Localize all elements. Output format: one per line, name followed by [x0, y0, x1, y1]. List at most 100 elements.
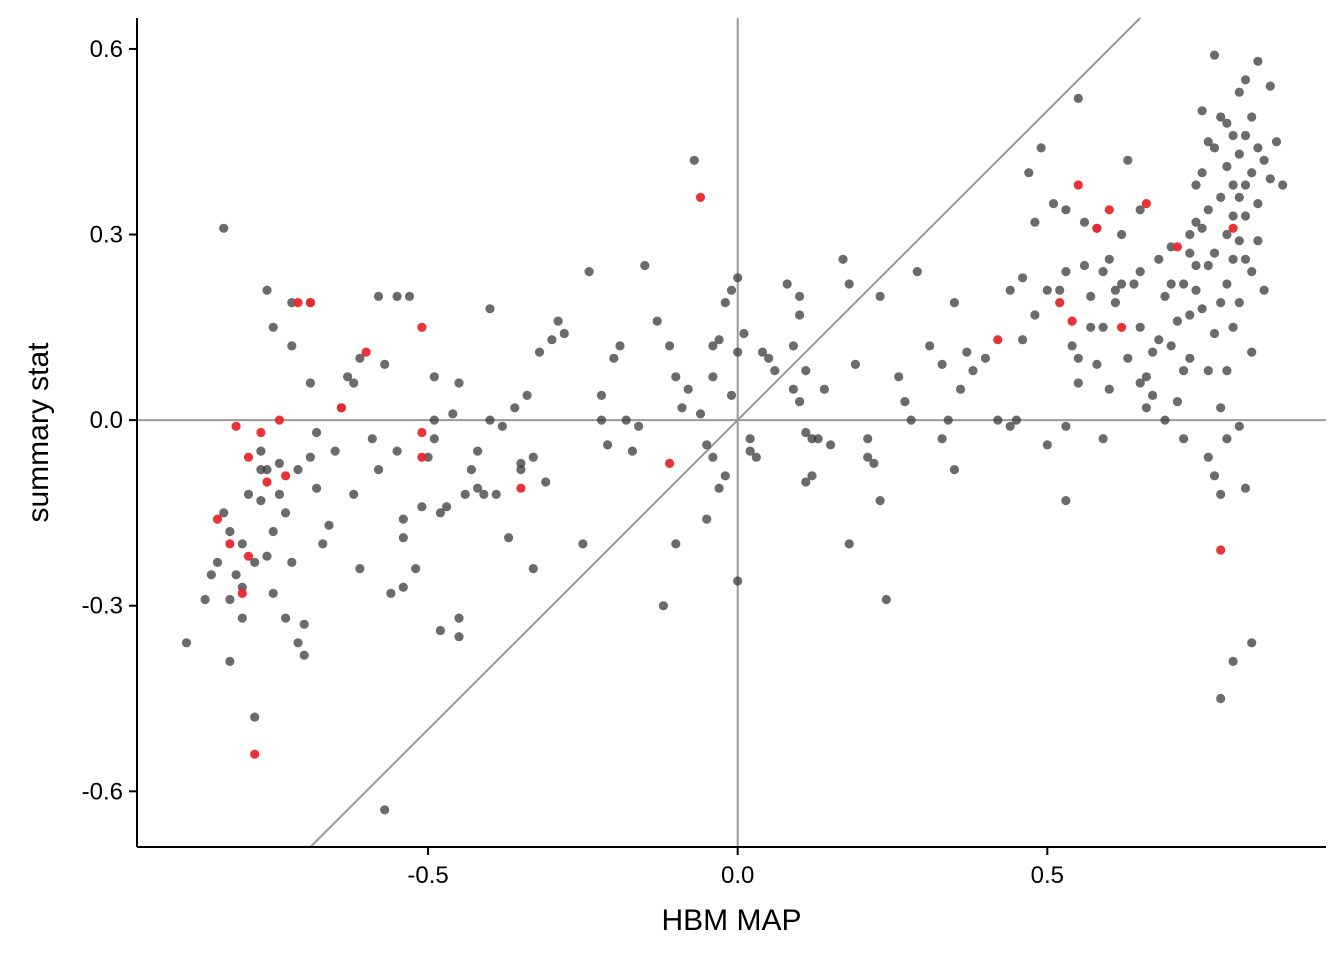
data-point [863, 452, 873, 462]
data-point [522, 390, 532, 400]
data-point [330, 446, 340, 456]
data-point [1209, 471, 1220, 481]
data-point [671, 372, 681, 382]
data-point [268, 526, 278, 537]
data-point [367, 434, 377, 444]
data-point [1191, 217, 1201, 227]
data-point [510, 403, 520, 413]
data-point [380, 805, 390, 815]
data-point [708, 372, 718, 382]
data-point [1098, 322, 1108, 332]
data-point [603, 440, 613, 450]
data-point [621, 415, 631, 425]
data-point [281, 613, 291, 623]
data-point [1117, 279, 1127, 289]
data-point [956, 384, 966, 394]
data-point [250, 712, 260, 722]
y-axis-title: summary stat [22, 342, 55, 523]
data-point [1005, 421, 1015, 431]
data-point [937, 359, 947, 369]
data-point [1222, 434, 1232, 444]
data-point [274, 489, 284, 499]
data-point [726, 390, 737, 400]
data-point [318, 539, 328, 549]
data-point [343, 372, 353, 382]
data-point [1240, 483, 1251, 493]
data-point [1166, 279, 1176, 289]
data-point [1148, 390, 1158, 400]
data-point [720, 471, 730, 481]
data-point [764, 353, 774, 363]
x-tick-label: 0.5 [1031, 862, 1064, 889]
data-point [949, 465, 960, 475]
data-point [1166, 341, 1176, 351]
data-point [460, 489, 470, 499]
data-point [863, 434, 873, 444]
data-point [1247, 638, 1257, 648]
data-point [844, 539, 854, 549]
data-point [287, 341, 297, 351]
data-point [1247, 347, 1257, 357]
data-point [281, 508, 291, 518]
data-point [373, 465, 384, 475]
data-point [714, 335, 724, 345]
data-point [844, 279, 854, 289]
data-point [850, 359, 861, 369]
data-point [708, 452, 718, 462]
data-point [1216, 112, 1226, 122]
data-point [708, 341, 718, 351]
data-point [355, 353, 365, 363]
data-point [231, 570, 241, 580]
data-point [559, 328, 569, 339]
data-point [1228, 322, 1238, 332]
data-point [1234, 192, 1244, 202]
data-point [547, 335, 557, 345]
data-point [1086, 322, 1096, 332]
data-point [398, 514, 408, 524]
data-point [881, 594, 891, 605]
data-point [1216, 693, 1226, 704]
y-tick-label: 0.0 [90, 407, 123, 434]
data-point [1191, 180, 1201, 190]
data-point [1234, 236, 1244, 246]
data-point [1197, 168, 1207, 178]
data-point [695, 409, 706, 419]
data-point [1135, 205, 1145, 215]
data-point [398, 582, 408, 592]
data-point [962, 347, 972, 357]
data-point [200, 594, 210, 605]
data-point [1179, 434, 1189, 444]
data-point [485, 415, 495, 425]
data-point [435, 508, 445, 518]
data-point [1061, 205, 1071, 215]
data-point [1172, 397, 1182, 407]
data-point [795, 397, 805, 407]
data-point [807, 471, 817, 481]
data-point [1222, 118, 1232, 128]
data-point [677, 403, 687, 413]
data-point [801, 366, 811, 376]
y-ticks: -0.6 -0.3 0.0 0.3 0.6 [82, 36, 137, 805]
data-point [324, 520, 334, 530]
data-point [1011, 415, 1022, 425]
data-point [1154, 254, 1164, 264]
data-point [714, 483, 724, 493]
data-point [206, 570, 216, 580]
data-point-highlight [274, 415, 284, 425]
data-point [1042, 285, 1052, 295]
data-point-highlight [243, 452, 254, 462]
data-point [1160, 291, 1170, 301]
data-point [1203, 260, 1213, 271]
data-point [181, 638, 192, 648]
data-point [980, 353, 991, 363]
reference-lines [137, 17, 1326, 848]
data-point [262, 465, 272, 475]
data-point-highlight [225, 539, 235, 549]
data-point [479, 489, 489, 499]
data-point [1160, 415, 1170, 425]
data-point [473, 483, 483, 493]
data-point [349, 378, 359, 388]
data-point [609, 353, 619, 363]
data-point [925, 341, 935, 351]
data-point-highlight [417, 322, 427, 332]
